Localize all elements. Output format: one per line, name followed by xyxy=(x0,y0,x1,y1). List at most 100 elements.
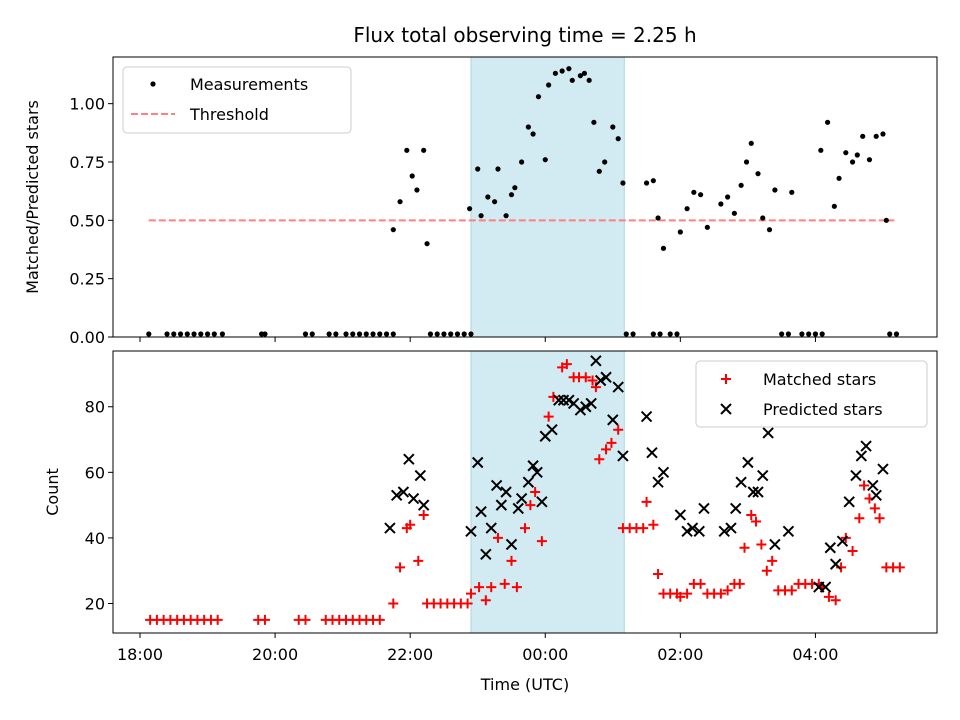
predicted-star-point xyxy=(522,476,535,488)
measurement-point xyxy=(421,147,427,153)
predicted-star-point xyxy=(512,502,524,515)
predicted-star-point xyxy=(417,499,430,511)
predicted-star-point xyxy=(693,525,705,538)
matched-star-point xyxy=(767,555,778,566)
predicted-star-point xyxy=(500,486,512,498)
matched-star-point xyxy=(722,585,733,596)
matched-star-point xyxy=(590,382,601,393)
measurement-point xyxy=(211,331,217,337)
measurement-point xyxy=(743,159,750,165)
measurement-point xyxy=(566,66,572,72)
matched-star-point xyxy=(869,503,880,514)
measurement-point xyxy=(674,331,680,337)
matched-star-point xyxy=(462,598,473,609)
legend: Measurements Threshold xyxy=(122,66,352,134)
predicted-star-point xyxy=(757,469,769,482)
measurement-point xyxy=(738,182,744,188)
predicted-star-point xyxy=(698,502,710,515)
measurement-point xyxy=(799,331,805,337)
measurement-point xyxy=(760,215,766,221)
legend-box xyxy=(122,66,352,134)
measurement-point xyxy=(559,68,565,74)
matched-star-point xyxy=(756,539,767,550)
measurement-point xyxy=(831,203,837,209)
measurement-point xyxy=(569,77,575,83)
legend-label-predicted: Predicted stars xyxy=(763,400,883,419)
matched-star-point xyxy=(601,444,612,455)
measurement-point xyxy=(302,331,309,337)
measurement-point xyxy=(333,331,339,337)
predicted-star-point xyxy=(480,548,492,561)
measurement-point xyxy=(475,166,481,172)
predicted-star-point xyxy=(472,456,484,469)
predicted-star-point xyxy=(747,486,759,498)
predicted-star-point xyxy=(646,446,658,459)
measurement-point xyxy=(766,227,773,233)
x-tick-label: 00:00 xyxy=(522,645,568,664)
measurement-point xyxy=(519,159,525,165)
measurement-point xyxy=(535,94,542,100)
matched-star-point xyxy=(580,372,591,383)
measurement-point xyxy=(530,131,536,137)
measurement-point xyxy=(819,331,825,337)
matched-star-point xyxy=(715,588,726,599)
legend-box xyxy=(695,360,928,428)
measurement-point xyxy=(849,159,856,165)
predicted-star-point xyxy=(657,466,670,479)
matched-star-point xyxy=(395,562,406,573)
matched-star-point xyxy=(594,454,605,465)
measurement-point xyxy=(164,331,170,337)
measurement-point xyxy=(427,331,434,337)
predicted-star-point xyxy=(390,489,403,501)
measurement-point xyxy=(492,199,498,205)
measurement-point xyxy=(725,194,731,200)
legend-marker-measurements xyxy=(150,81,156,87)
axes-frame xyxy=(112,350,938,634)
measurement-point xyxy=(755,171,761,177)
matched-star-point xyxy=(405,519,416,530)
matched-star-point xyxy=(465,588,476,599)
predicted-star-point xyxy=(762,427,774,439)
y-axis-label: Count xyxy=(43,468,62,516)
predicted-star-point xyxy=(612,381,624,393)
y-tick-label: 0.50 xyxy=(69,211,105,230)
measurement-point xyxy=(177,331,184,337)
measurement-point xyxy=(356,331,363,337)
matched-star-point xyxy=(606,437,617,448)
predicted-star-point xyxy=(824,542,836,554)
predicted-star-point xyxy=(686,522,699,534)
matched-star-point xyxy=(638,523,649,534)
shaded-interval xyxy=(470,56,625,338)
x-tick-label: 20:00 xyxy=(252,645,298,664)
matched-star-point xyxy=(739,542,750,553)
measurement-point xyxy=(370,331,376,337)
measurement-point xyxy=(397,199,403,205)
measurement-point xyxy=(677,229,683,235)
chart-title: Flux total observing time = 2.25 h xyxy=(353,23,696,47)
predicted-star-point xyxy=(403,453,415,465)
matched-star-point xyxy=(212,614,223,625)
matched-star-point xyxy=(561,359,572,370)
measurement-point xyxy=(409,173,415,179)
measurement-point xyxy=(630,331,636,337)
matched-star-point xyxy=(695,578,706,589)
measurement-point xyxy=(171,331,177,337)
matched-star-point xyxy=(854,513,865,524)
measurement-point xyxy=(414,187,420,193)
measurement-point xyxy=(731,210,737,216)
measurement-point xyxy=(326,331,332,337)
measurement-point xyxy=(772,187,778,193)
predicted-star-point xyxy=(574,404,587,416)
predicted-star-point xyxy=(730,502,742,515)
matched-star-point xyxy=(300,614,311,625)
measurement-point xyxy=(219,331,226,337)
measurement-point xyxy=(350,331,356,337)
measurement-point xyxy=(542,157,548,163)
y-axis-label: Matched/Predicted stars xyxy=(23,100,42,294)
measurement-point xyxy=(441,331,447,337)
legend-marker-matched xyxy=(721,374,731,384)
measurement-point xyxy=(623,331,629,337)
matched-star-point xyxy=(543,411,554,422)
matched-star-point xyxy=(675,591,686,602)
